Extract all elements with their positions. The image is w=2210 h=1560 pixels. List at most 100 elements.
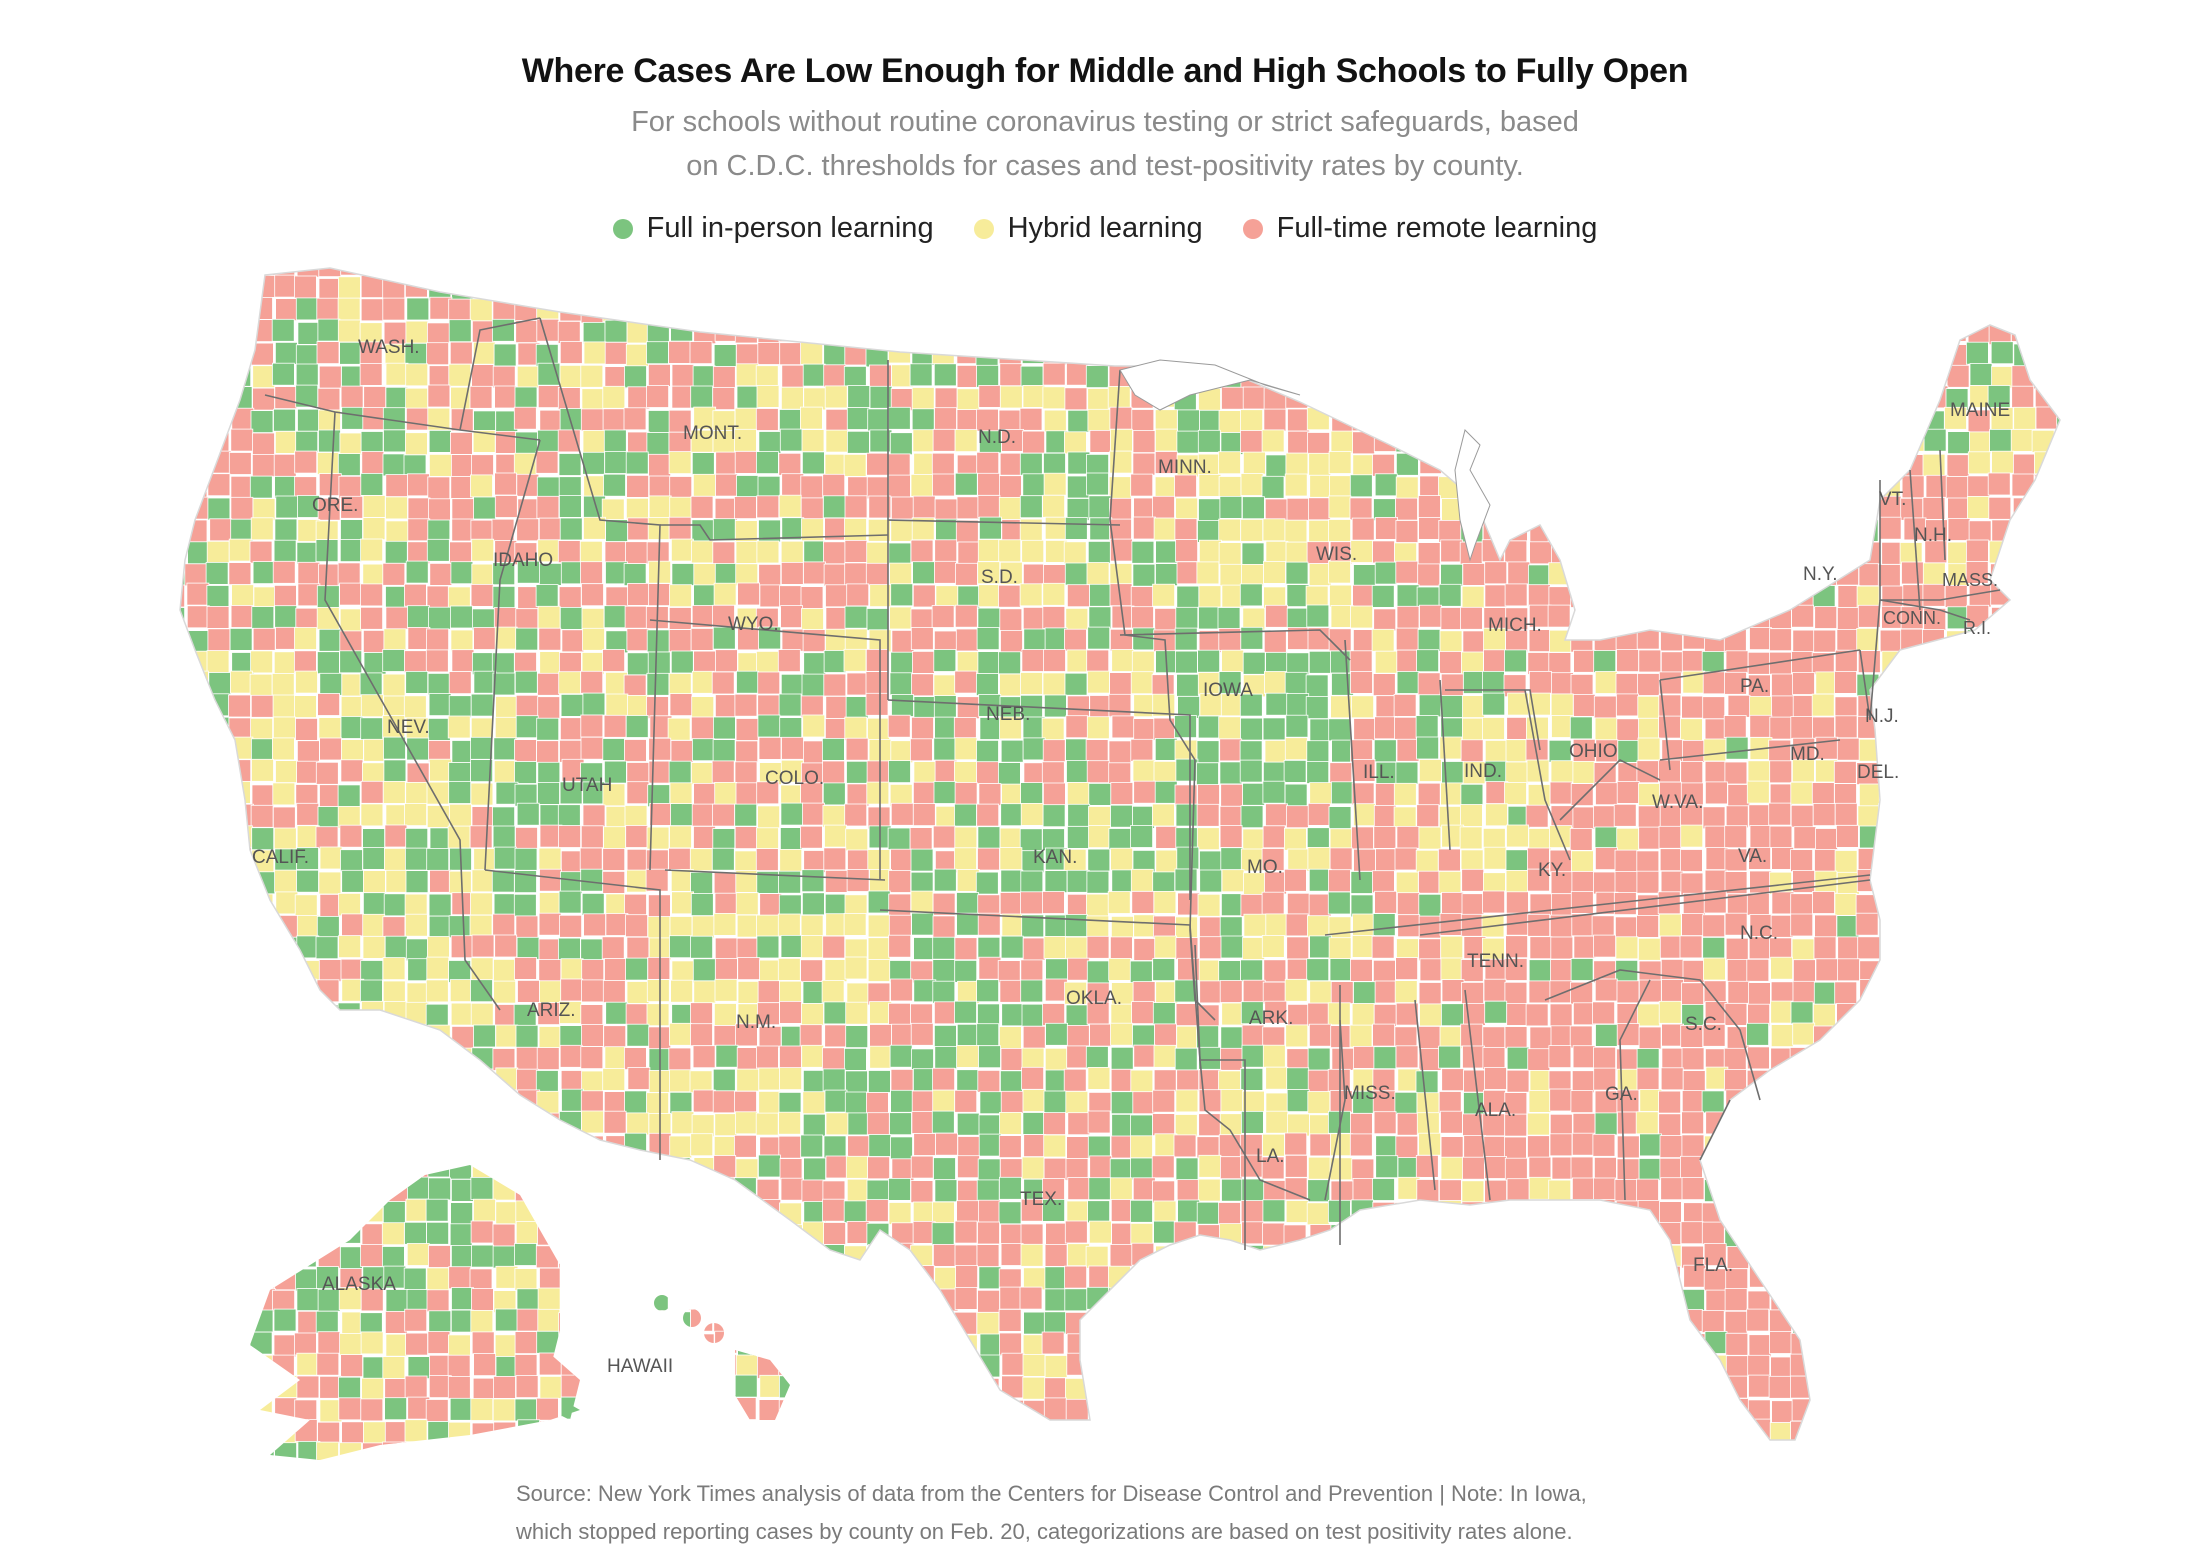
- county-cell: [931, 1222, 955, 1246]
- county-cell: [1771, 1441, 1795, 1460]
- county-cell: [2009, 693, 2033, 716]
- county-cell: [1000, 1048, 1024, 1071]
- county-cell: [2010, 1113, 2034, 1137]
- county-cell: [604, 1265, 628, 1289]
- county-cell: [890, 1069, 914, 1092]
- county-cell: [538, 912, 562, 936]
- county-cell: [1374, 473, 1398, 497]
- county-cell: [120, 1137, 142, 1159]
- county-cell: [1704, 582, 1727, 606]
- county-cell: [1725, 452, 1748, 476]
- county-cell: [1393, 694, 1417, 717]
- county-cell: [978, 1045, 1001, 1069]
- county-cell: [1065, 1398, 1089, 1422]
- county-cell: [1902, 1088, 1926, 1112]
- county-cell: [934, 1046, 958, 1069]
- county-cell: [1615, 916, 1638, 940]
- county-cell: [866, 1092, 889, 1115]
- county-cell: [1306, 299, 1329, 323]
- county-cell: [2054, 762, 2060, 785]
- county-cell: [1198, 498, 1221, 522]
- county-cell: [494, 495, 518, 518]
- county-cell: [778, 1399, 802, 1423]
- county-cell: [669, 1201, 693, 1224]
- county-cell: [537, 385, 561, 409]
- county-cell: [1529, 541, 1552, 565]
- county-cell: [1900, 935, 1924, 959]
- county-cell: [757, 980, 781, 1004]
- county-cell: [184, 475, 208, 499]
- county-cell: [317, 806, 341, 829]
- county-cell: [1132, 1177, 1156, 1201]
- county-cell: [1217, 1399, 1241, 1422]
- county-cell: [1506, 1421, 1530, 1445]
- county-cell: [1462, 695, 1485, 718]
- county-cell: [122, 1244, 144, 1266]
- county-cell: [1439, 1332, 1462, 1355]
- county-cell: [228, 846, 252, 870]
- county-cell: [1704, 387, 1727, 411]
- county-cell: [2010, 1069, 2034, 1093]
- county-cell: [2053, 672, 2060, 696]
- county-cell: [1724, 1310, 1748, 1334]
- county-cell: [295, 670, 318, 694]
- county-cell: [1922, 672, 1946, 696]
- county-cell: [538, 1026, 562, 1049]
- county-cell: [560, 1353, 584, 1377]
- county-cell: [1330, 1353, 1353, 1376]
- county-cell: [1196, 1201, 1220, 1225]
- county-cell: [1529, 1246, 1552, 1269]
- county-cell: [623, 407, 647, 431]
- county-cell: [646, 1092, 669, 1116]
- county-cell: [1393, 1400, 1417, 1423]
- county-cell: [1989, 298, 2013, 322]
- county-cell: [778, 1135, 802, 1159]
- county-cell: [318, 365, 342, 389]
- county-cell: [1613, 803, 1637, 827]
- county-cell: [957, 1179, 980, 1203]
- county-cell: [120, 342, 142, 364]
- county-cell: [1351, 363, 1375, 387]
- county-cell: [954, 737, 978, 761]
- county-cell: [1548, 652, 1572, 675]
- county-cell: [426, 848, 450, 871]
- county-cell: [1879, 1221, 1903, 1244]
- county-cell: [119, 496, 141, 518]
- county-cell: [1110, 340, 1134, 364]
- county-cell: [1089, 583, 1112, 607]
- county-cell: [231, 584, 255, 608]
- county-cell: [1132, 452, 1156, 476]
- county-cell: [624, 1399, 648, 1423]
- county-cell: [1834, 783, 1857, 806]
- county-cell: [384, 1090, 408, 1114]
- county-cell: [890, 583, 914, 607]
- county-cell: [469, 825, 493, 849]
- county-cell: [1638, 979, 1662, 1003]
- county-cell: [803, 387, 827, 411]
- county-cell: [1836, 366, 1860, 390]
- county-cell: [1507, 274, 1530, 298]
- county-cell: [1965, 1179, 1989, 1203]
- county-cell: [1286, 1067, 1310, 1091]
- county-cell: [934, 498, 958, 522]
- county-cell: [1966, 1111, 1989, 1134]
- county-cell: [1439, 1026, 1463, 1050]
- county-cell: [184, 781, 208, 805]
- county-cell: [1041, 319, 1065, 343]
- county-cell: [337, 562, 361, 586]
- county-cell: [1417, 386, 1441, 410]
- county-cell: [1925, 299, 1949, 322]
- county-cell: [1153, 1044, 1177, 1068]
- county-cell: [184, 451, 208, 475]
- county-cell: [1747, 1399, 1771, 1423]
- county-cell: [385, 520, 409, 544]
- county-cell: [1987, 674, 2011, 697]
- county-cell: [1880, 827, 1904, 850]
- county-cell: [1924, 1133, 1948, 1156]
- county-cell: [1682, 1399, 1706, 1423]
- county-cell: [777, 958, 801, 981]
- county-cell: [1265, 1110, 1289, 1134]
- county-cell: [1242, 937, 1265, 960]
- county-cell: [1813, 1289, 1836, 1313]
- county-cell: [933, 674, 957, 698]
